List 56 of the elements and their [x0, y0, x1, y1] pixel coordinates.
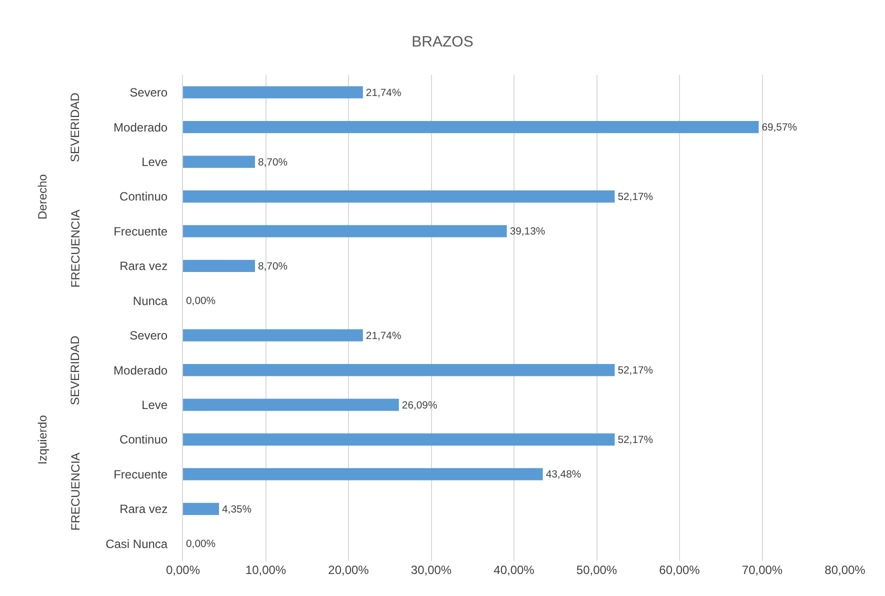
text: FRECUENCIA [68, 210, 82, 288]
text: Derecho [36, 174, 50, 220]
bar [183, 364, 615, 376]
x-tick-label: 0,00% [166, 563, 200, 577]
y-tick-label: Continuo [120, 432, 168, 447]
y-tick-label: Rara vez [120, 259, 168, 274]
data-label: 8,70% [258, 261, 288, 272]
text: SEVERIDAD [68, 92, 82, 162]
data-label: 43,48% [546, 470, 582, 481]
y-tick-label: Moderado [114, 120, 168, 134]
data-label: 52,17% [618, 192, 654, 203]
bar [183, 433, 615, 446]
data-label: 52,17% [618, 366, 654, 377]
chart-title: BRAZOS [412, 33, 474, 50]
bar [183, 398, 399, 411]
y-tick-label: Continuo [120, 190, 168, 204]
data-label: 39,13% [510, 226, 546, 238]
x-tick-label: 40,00% [494, 563, 535, 577]
data-label: 0,00% [186, 539, 216, 550]
y-tick-label: Leve [142, 154, 168, 169]
x-tick-label: 70,00% [742, 563, 783, 577]
bar [183, 156, 255, 168]
x-tick-label: 60,00% [659, 563, 700, 577]
text: Izquierdo [36, 414, 50, 464]
data-label: 21,74% [366, 88, 402, 99]
bar [183, 329, 363, 342]
bar [183, 86, 363, 98]
x-tick-label: 80,00% [824, 563, 866, 577]
x-tick-label: 50,00% [576, 563, 618, 577]
x-tick-label: 30,00% [410, 563, 452, 577]
data-label: 4,35% [222, 504, 252, 516]
y-tick-label: Moderado [114, 363, 168, 378]
x-tick-label: 10,00% [245, 563, 286, 577]
bar [183, 260, 255, 272]
y-tick-label: Leve [142, 398, 168, 412]
text: SEVERIDAD [68, 335, 82, 406]
y-tick-label: Severo [130, 86, 168, 100]
bar [183, 225, 507, 238]
data-label: 69,57% [762, 122, 797, 134]
data-label: 26,09% [402, 400, 438, 412]
x-tick-label: 20,00% [328, 563, 370, 577]
bar [183, 190, 615, 203]
bar [183, 121, 759, 134]
y-tick-label: Rara vez [120, 502, 168, 516]
data-label: 8,70% [258, 157, 288, 168]
data-label: 52,17% [618, 434, 654, 446]
data-label: 21,74% [366, 330, 402, 342]
y-tick-label: Frecuente [114, 224, 168, 238]
y-tick-label: Nunca [132, 294, 168, 308]
y-tick-label: Casi Nunca [106, 536, 168, 551]
bar [183, 468, 543, 480]
text: FRECUENCIA [68, 452, 82, 531]
y-tick-label: Severo [130, 328, 168, 343]
data-label: 0,00% [186, 296, 216, 308]
y-tick-label: Frecuente [114, 467, 168, 482]
bar [183, 502, 219, 515]
